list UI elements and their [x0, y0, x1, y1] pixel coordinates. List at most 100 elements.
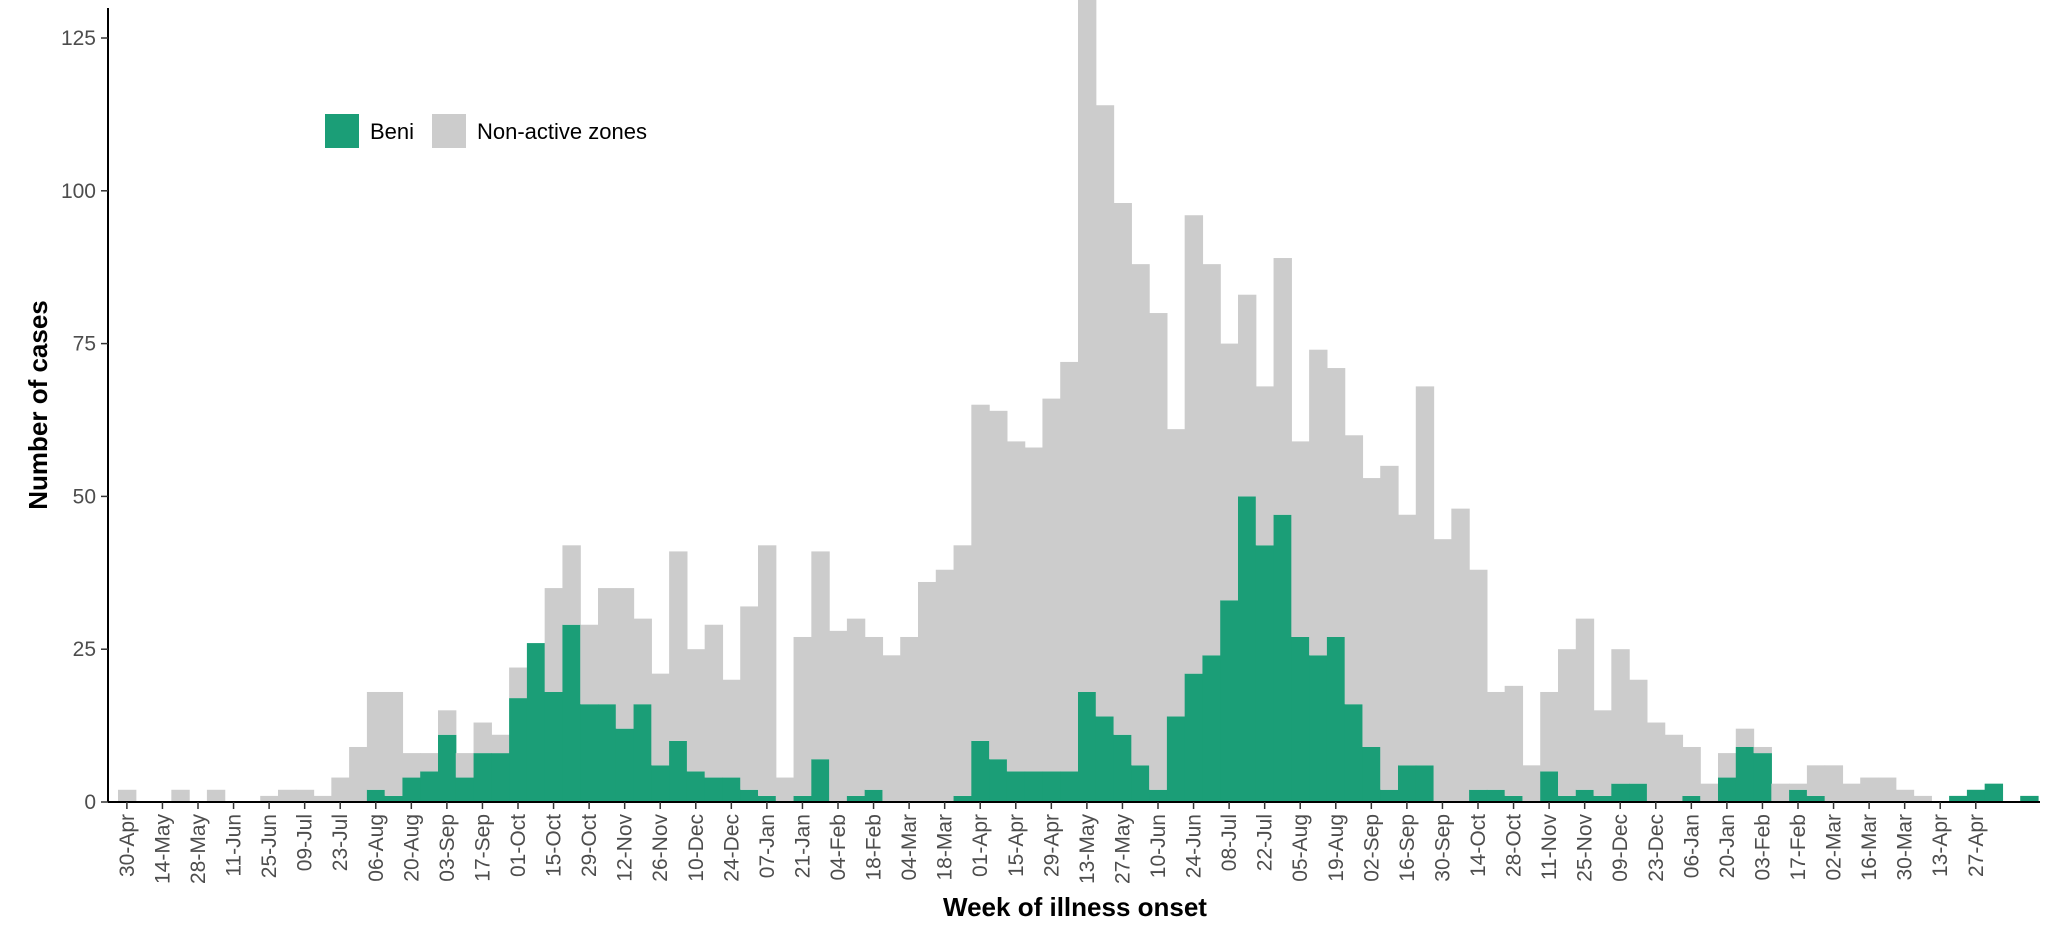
bar-beni-26	[580, 704, 599, 802]
bar-beni-68	[1326, 636, 1346, 802]
bar-beni-61	[1202, 655, 1221, 802]
bar-non-active-87	[1664, 734, 1684, 802]
bar-non-active-76	[1469, 569, 1488, 790]
bar-non-active-22	[509, 667, 528, 699]
bar-non-active-19	[455, 753, 475, 778]
bar-non-active-61	[1202, 264, 1221, 656]
bar-non-active-70	[1362, 478, 1381, 747]
bar-beni-24	[544, 691, 564, 802]
legend-swatch-non-active-zones	[432, 114, 466, 148]
x-tick-label: 28-May	[187, 814, 210, 885]
bar-non-active-80	[1540, 691, 1559, 772]
bar-non-active-74	[1433, 539, 1452, 802]
x-tick-label: 11-Jun	[223, 814, 246, 877]
x-tick-label: 04-Mar	[898, 814, 921, 881]
bar-beni-63	[1238, 496, 1257, 802]
bar-non-active-0	[118, 789, 137, 802]
bar-beni-49	[989, 759, 1008, 802]
x-tick-label: 24-Dec	[720, 814, 743, 882]
bar-beni-19	[455, 777, 475, 802]
bar-beni-83	[1593, 795, 1612, 802]
y-tick-label: 25	[73, 638, 96, 661]
x-tick-label: 30-Sep	[1431, 814, 1454, 882]
bar-non-active-79	[1522, 765, 1541, 802]
bar-beni-29	[633, 704, 652, 802]
bar-beni-30	[651, 765, 670, 802]
bar-non-active-68	[1326, 368, 1346, 637]
bars-group	[118, 0, 2039, 802]
x-tick-label: 09-Jul	[294, 814, 317, 871]
bar-beni-77	[1486, 789, 1506, 802]
bar-beni-81	[1558, 795, 1577, 802]
y-tick-label: 50	[73, 485, 96, 508]
y-axis-title: Number of cases	[23, 300, 53, 510]
bar-beni-54	[1078, 691, 1097, 802]
bar-beni-85	[1629, 783, 1648, 802]
legend-label-non-active-zones: Non-active zones	[477, 119, 647, 144]
bar-beni-56	[1113, 734, 1132, 802]
bar-non-active-14	[366, 691, 386, 790]
bar-non-active-92	[1753, 746, 1772, 754]
y-tick-label: 0	[84, 791, 96, 814]
bar-beni-21	[491, 753, 510, 802]
x-tick-label: 30-Apr	[116, 814, 139, 877]
bar-non-active-95	[1806, 765, 1826, 796]
x-tick-label: 14-Oct	[1467, 814, 1490, 877]
bar-non-active-12	[331, 777, 350, 802]
bar-beni-32	[686, 771, 706, 802]
x-tick-label: 23-Dec	[1645, 814, 1668, 882]
bar-beni-60	[1184, 673, 1204, 802]
bar-non-active-64	[1255, 386, 1275, 546]
legend-swatch-beni	[325, 114, 359, 148]
bar-non-active-65	[1273, 258, 1292, 515]
x-tick-label: 13-May	[1076, 814, 1099, 885]
bar-beni-76	[1469, 789, 1488, 802]
bar-non-active-33	[704, 624, 724, 778]
bar-beni-16	[402, 777, 421, 802]
bar-beni-72	[1398, 765, 1417, 802]
bar-non-active-57	[1131, 264, 1150, 766]
bar-non-active-94	[1789, 783, 1808, 790]
x-tick-label: 24-Jun	[1183, 814, 1206, 878]
bar-beni-14	[366, 789, 386, 802]
bar-beni-18	[438, 734, 457, 802]
bar-beni-31	[669, 740, 688, 802]
y-tick-label: 100	[61, 180, 96, 203]
x-tick-label: 27-Apr	[1965, 814, 1988, 877]
bar-non-active-46	[935, 569, 955, 802]
bar-non-active-8	[260, 795, 279, 802]
bar-beni-28	[615, 728, 635, 802]
bar-non-active-25	[562, 545, 581, 625]
x-tick-label: 25-Nov	[1574, 814, 1597, 882]
bar-beni-62	[1220, 600, 1239, 802]
bar-non-active-101	[1913, 795, 1932, 802]
x-tick-label: 03-Sep	[436, 814, 459, 882]
bar-non-active-40	[829, 630, 848, 802]
bar-beni-22	[509, 698, 528, 802]
bar-non-active-84	[1611, 649, 1630, 784]
bar-non-active-9	[278, 789, 297, 802]
bar-beni-92	[1753, 753, 1772, 802]
bar-non-active-88	[1682, 746, 1701, 796]
bar-non-active-18	[438, 710, 457, 735]
bar-beni-69	[1344, 704, 1364, 802]
x-tick-label: 27-May	[1111, 814, 1134, 885]
bar-beni-78	[1504, 795, 1524, 802]
bar-beni-55	[1095, 716, 1115, 802]
x-tick-label: 11-Nov	[1538, 814, 1561, 881]
bar-non-active-55	[1095, 105, 1115, 717]
bar-non-active-36	[758, 545, 777, 796]
bar-beni-66	[1291, 636, 1310, 802]
x-tick-label: 21-Jan	[791, 814, 814, 878]
bar-beni-41	[846, 795, 866, 802]
bar-beni-65	[1273, 514, 1292, 802]
x-tick-label: 10-Dec	[685, 814, 708, 882]
bar-non-active-11	[313, 795, 332, 802]
bar-non-active-99	[1878, 777, 1897, 802]
bar-beni-33	[704, 777, 724, 802]
legend: Beni Non-active zones	[325, 114, 647, 148]
x-tick-label: 13-Apr	[1929, 814, 1952, 877]
x-tick-label: 14-May	[151, 814, 174, 885]
bar-non-active-91	[1735, 728, 1755, 747]
bar-non-active-45	[918, 581, 937, 802]
